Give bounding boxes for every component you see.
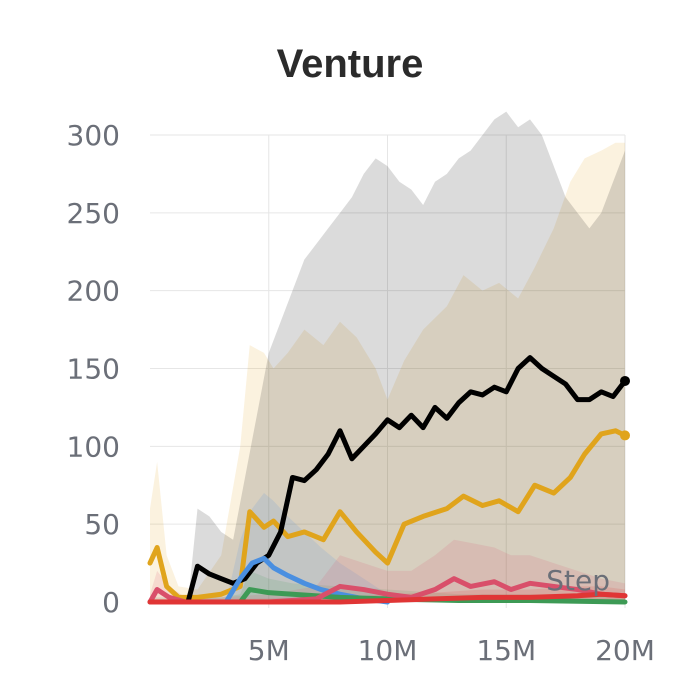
series-end-point-0 xyxy=(620,430,630,441)
series-line-0 xyxy=(147,428,628,600)
series-line-5 xyxy=(147,591,628,605)
y-tick-label: 100 xyxy=(67,430,120,463)
x-tick-label: 15M xyxy=(476,634,536,667)
y-axis-ticks: 0 50 100 150 200 250 300 xyxy=(67,119,120,619)
y-tick-label: 200 xyxy=(67,275,120,308)
y-tick-label: 0 xyxy=(102,586,120,619)
y-tick-label: 150 xyxy=(67,353,120,386)
y-tick-label: 250 xyxy=(67,197,120,230)
confidence-bands xyxy=(150,111,625,603)
series-lines xyxy=(147,355,630,605)
gridlines xyxy=(150,134,626,608)
series-band-0 xyxy=(150,142,625,603)
chart-title: Venture xyxy=(277,42,424,86)
x-tick-label: 10M xyxy=(358,634,418,667)
x-axis-ticks: 5M 10M 15M 20M xyxy=(248,634,655,667)
series-end-point-1 xyxy=(620,375,630,386)
y-tick-label: 50 xyxy=(84,508,120,541)
y-tick-label: 300 xyxy=(67,119,120,152)
x-tick-label: 20M xyxy=(595,634,655,667)
x-tick-label: 5M xyxy=(248,634,290,667)
x-axis-label: Step xyxy=(546,564,610,597)
series-band-2 xyxy=(226,493,388,602)
